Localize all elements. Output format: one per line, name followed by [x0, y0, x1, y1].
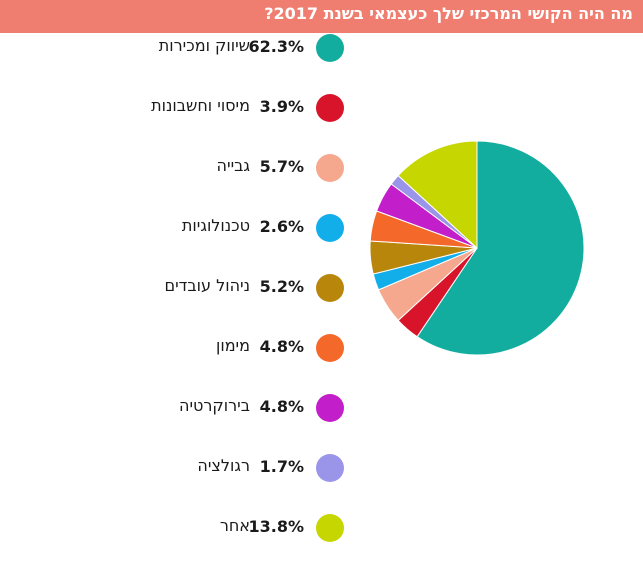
legend-item: 62.3% שיווק ומכירות: [114, 30, 344, 64]
legend-label: ניהול עובדים: [164, 276, 250, 295]
legend-percent: 13.8%: [248, 517, 304, 536]
legend-percent: 5.7%: [259, 157, 304, 176]
legend-label: טכנולוגיות: [181, 216, 250, 235]
legend-percent: 1.7%: [259, 457, 304, 476]
legend-label: רגולציה: [197, 456, 250, 475]
legend-percent: 4.8%: [259, 337, 304, 356]
chart-title: מה היה הקושי המרכזי שלך כעצמאי בשנת 2017…: [264, 4, 633, 23]
legend-swatch: [316, 514, 344, 542]
legend-item: 4.8% מימון: [114, 330, 344, 364]
legend-item: 4.8% בירוקרטיה: [114, 390, 344, 424]
legend-label: אחר: [219, 516, 250, 535]
legend-item: 3.9% מיסוי וחשבונות: [114, 90, 344, 124]
legend-percent: 2.6%: [259, 217, 304, 236]
legend-label: שיווק ומכירות: [158, 36, 250, 55]
legend-label: מימון: [215, 336, 250, 355]
title-bar: מה היה הקושי המרכזי שלך כעצמאי בשנת 2017…: [0, 0, 643, 33]
legend-swatch: [316, 334, 344, 362]
legend-item: 5.2% ניהול עובדים: [114, 270, 344, 304]
legend-item: 5.7% גבייה: [114, 150, 344, 184]
legend-item: 1.7% רגולציה: [114, 450, 344, 484]
legend-label: מיסוי וחשבונות: [151, 96, 250, 115]
legend-item: 13.8% אחר: [114, 510, 344, 544]
legend-item: 2.6% טכנולוגיות: [114, 210, 344, 244]
legend-label: גבייה: [216, 156, 250, 175]
legend-swatch: [316, 154, 344, 182]
legend-swatch: [316, 34, 344, 62]
legend-swatch: [316, 214, 344, 242]
legend-percent: 5.2%: [259, 277, 304, 296]
legend-swatch: [316, 394, 344, 422]
legend-swatch: [316, 454, 344, 482]
legend-swatch: [316, 94, 344, 122]
legend-percent: 62.3%: [248, 37, 304, 56]
legend-percent: 4.8%: [259, 397, 304, 416]
pie-slice: [397, 140, 478, 250]
legend-label: בירוקרטיה: [178, 396, 250, 415]
pie-slice: [416, 140, 585, 356]
legend-swatch: [316, 274, 344, 302]
legend-percent: 3.9%: [259, 97, 304, 116]
